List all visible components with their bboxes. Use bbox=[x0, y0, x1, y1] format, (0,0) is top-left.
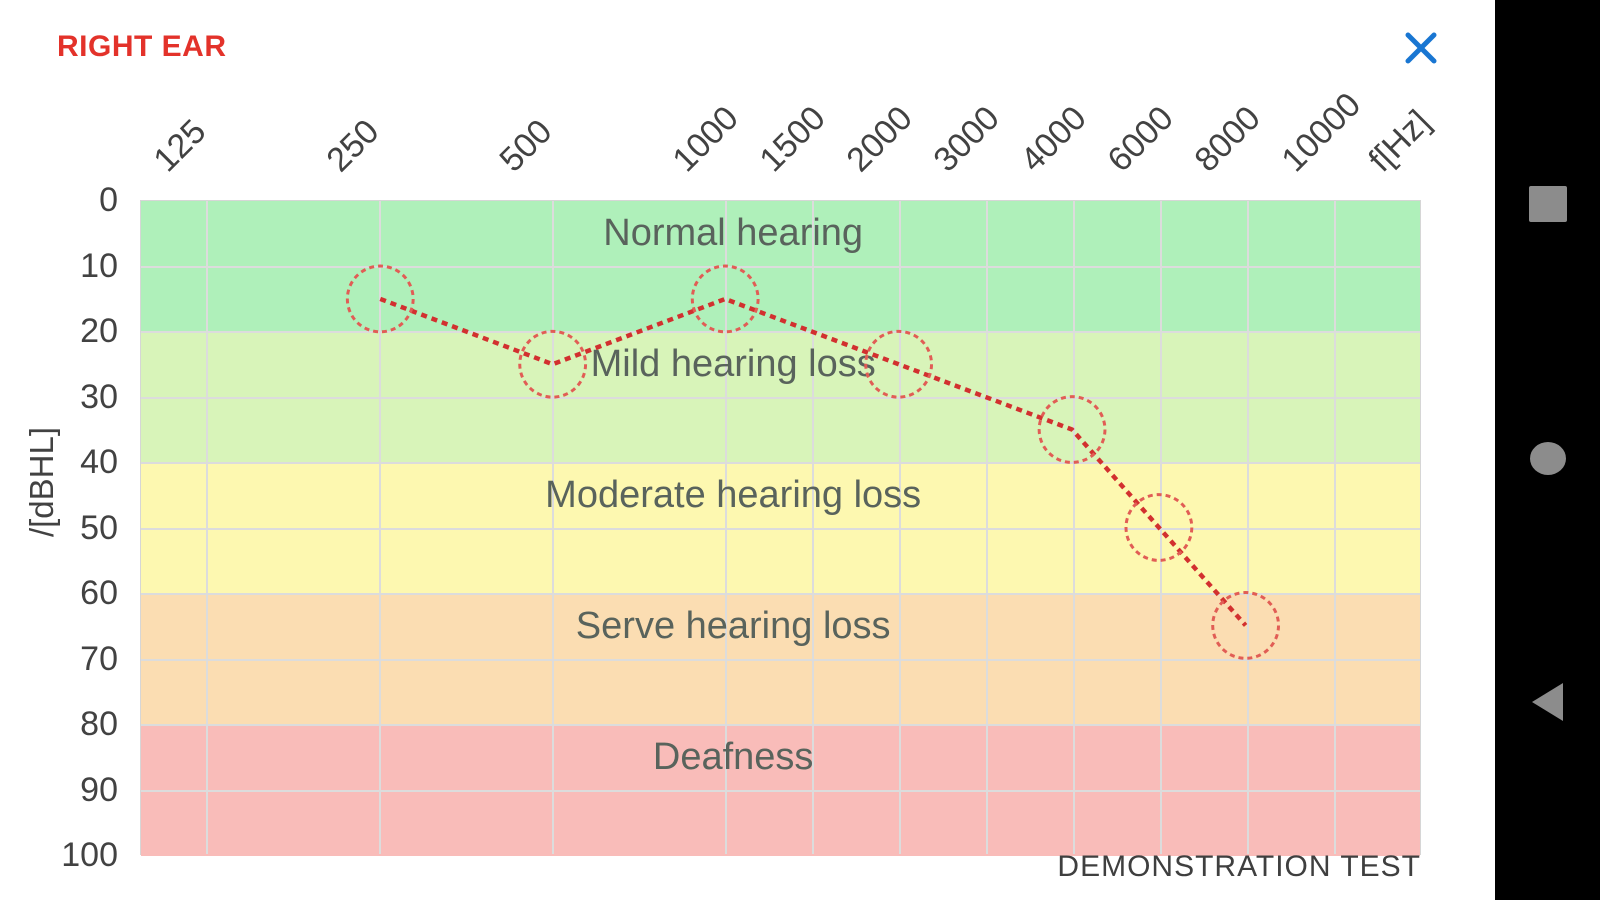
x-tick-text: 6000 bbox=[1100, 98, 1181, 180]
square-icon bbox=[1528, 186, 1567, 222]
y-tick-label: 90 bbox=[80, 770, 118, 809]
y-tick-label: 0 bbox=[99, 181, 118, 219]
y-tick-label: 40 bbox=[80, 443, 118, 481]
gridline-horizontal bbox=[141, 331, 1420, 333]
y-tick-label: 30 bbox=[80, 377, 118, 416]
gridline-vertical bbox=[812, 201, 814, 854]
gridline-horizontal bbox=[141, 462, 1420, 464]
audiogram-chart: Normal hearing Mild hearing loss Moderate … bbox=[140, 200, 1421, 856]
x-tick-text: 1000 bbox=[665, 98, 746, 180]
x-tick-text: 4000 bbox=[1013, 98, 1094, 180]
gridline-horizontal bbox=[141, 724, 1420, 726]
zone-label-serve-hearing-loss: Serve hearing loss bbox=[575, 605, 891, 647]
demonstration-test-label: DEMONSTRATION TEST bbox=[1057, 850, 1421, 883]
x-tick-text: 1500 bbox=[752, 98, 833, 180]
zone-label-moderate-hearing-loss: Moderate hearing loss bbox=[545, 474, 922, 516]
home-button[interactable] bbox=[1495, 418, 1600, 498]
gridline-vertical bbox=[379, 201, 382, 854]
zone-label-deafness: Deafness bbox=[652, 736, 814, 778]
right-ear-title: RIGHT EAR bbox=[57, 30, 227, 63]
gridline-vertical bbox=[1247, 201, 1250, 854]
x-tick-text: 500 bbox=[492, 112, 560, 180]
data-point-4000hz[interactable] bbox=[1037, 395, 1107, 464]
zone-label-mild-hearing-loss: Mild hearing loss bbox=[590, 343, 876, 385]
back-button[interactable] bbox=[1495, 662, 1600, 742]
gridline-horizontal bbox=[141, 658, 1420, 661]
y-tick-label: 80 bbox=[80, 705, 118, 743]
gridline-vertical bbox=[1072, 201, 1075, 854]
x-tick-text: 8000 bbox=[1187, 98, 1268, 180]
recents-button[interactable] bbox=[1495, 164, 1600, 244]
data-point-250hz[interactable] bbox=[345, 264, 415, 334]
gridline-vertical bbox=[985, 201, 988, 854]
y-tick-label: 10 bbox=[80, 246, 118, 285]
gridline-vertical bbox=[551, 201, 554, 854]
x-tick-text: 10000 bbox=[1274, 85, 1369, 180]
circle-icon bbox=[1529, 441, 1566, 475]
gridline-horizontal bbox=[141, 265, 1420, 268]
x-tick-text: f[Hz] bbox=[1361, 102, 1438, 180]
data-point-2000hz[interactable] bbox=[864, 329, 934, 399]
android-navigation-bar bbox=[1495, 0, 1600, 900]
data-point-6000hz[interactable] bbox=[1124, 493, 1194, 562]
gridline-vertical bbox=[1334, 201, 1337, 854]
zone-label-normal-hearing: Normal hearing bbox=[603, 212, 864, 254]
gridline-vertical bbox=[205, 201, 208, 854]
threshold-plot-layer bbox=[345, 264, 1281, 660]
threshold-line bbox=[379, 296, 1248, 627]
x-tick-text: 3000 bbox=[926, 98, 1007, 180]
gridline-horizontal bbox=[141, 789, 1420, 792]
gridline-horizontal bbox=[141, 593, 1420, 595]
y-tick-label: 20 bbox=[80, 312, 118, 350]
y-tick-label: 100 bbox=[61, 836, 118, 874]
y-tick-label: 70 bbox=[80, 639, 118, 678]
close-icon bbox=[1405, 32, 1437, 64]
data-point-1000hz[interactable] bbox=[690, 264, 760, 334]
gridline-vertical bbox=[725, 201, 728, 854]
y-tick-label: 60 bbox=[80, 574, 118, 612]
gridline-horizontal bbox=[141, 527, 1420, 530]
x-tick-text: 2000 bbox=[839, 98, 920, 180]
x-tick-text: 125 bbox=[146, 112, 214, 180]
y-tick-label: 50 bbox=[80, 508, 118, 547]
x-tick-text: 250 bbox=[319, 112, 387, 180]
close-button[interactable] bbox=[1399, 26, 1443, 70]
gridline-horizontal bbox=[141, 396, 1420, 399]
data-point-8000hz[interactable] bbox=[1211, 591, 1281, 660]
triangle-icon bbox=[1532, 683, 1563, 721]
gridline-vertical bbox=[898, 201, 901, 854]
audiogram-screen: RIGHT EAR /[dBHL] 0 10 20 30 40 50 60 70 80 90 100… bbox=[23, 26, 1443, 883]
data-point-500hz[interactable] bbox=[518, 329, 588, 399]
